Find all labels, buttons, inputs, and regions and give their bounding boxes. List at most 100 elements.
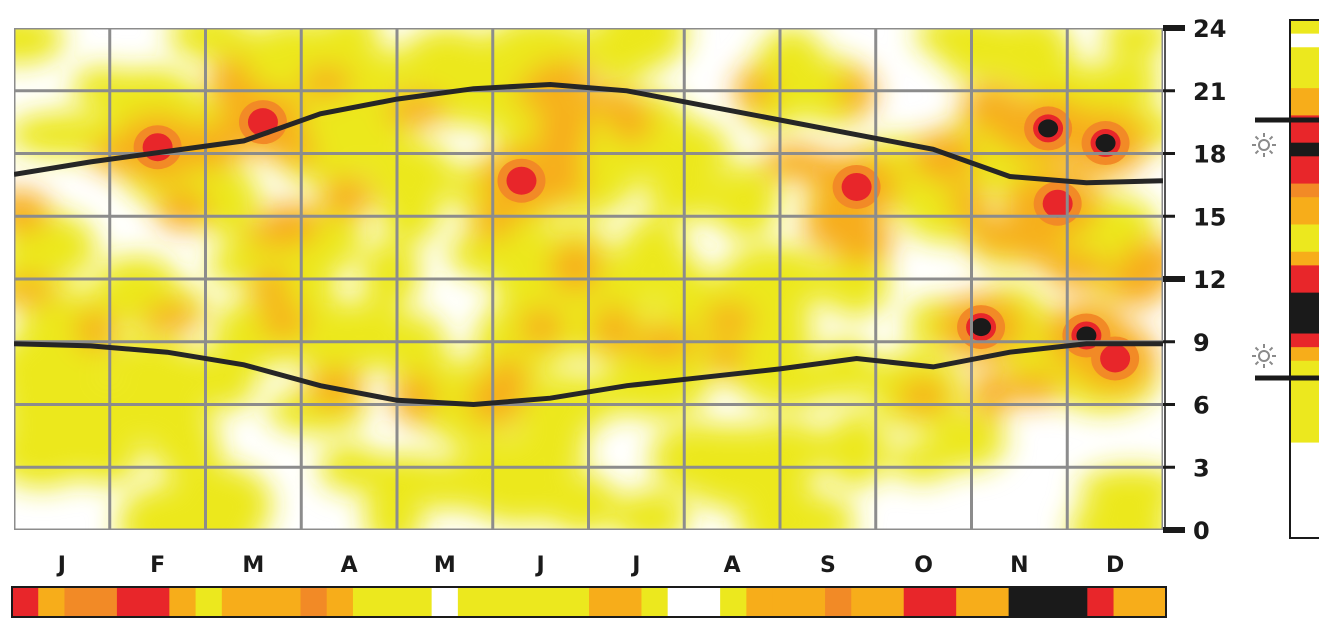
density-blob — [474, 43, 541, 92]
strip-cell — [431, 587, 459, 617]
month-label: J — [535, 553, 545, 578]
side-strip-cell — [1290, 428, 1319, 444]
density-blob — [550, 241, 602, 293]
density-layer — [14, 28, 1163, 530]
strip-cell — [12, 587, 39, 617]
side-strip-cell — [1290, 197, 1319, 212]
strip-cell — [667, 587, 695, 617]
density-blob — [824, 411, 889, 488]
density-blob — [736, 353, 841, 409]
side-strip-cell — [1290, 347, 1319, 362]
month-label: F — [150, 553, 165, 578]
sunrise-icon — [1252, 344, 1276, 368]
y-tick-label: 24 — [1193, 15, 1226, 43]
sun-ray — [1254, 135, 1260, 141]
strip-cell — [1113, 587, 1141, 617]
month-label: A — [341, 553, 358, 578]
density-blob — [259, 304, 308, 340]
density-blob — [450, 438, 541, 507]
side-strip-cell — [1290, 401, 1319, 416]
density-blob — [391, 374, 437, 423]
sunset-icon — [1252, 133, 1276, 157]
strip-cell — [1139, 587, 1167, 617]
strip-frame — [11, 586, 1167, 618]
side-strip-cell — [1290, 169, 1319, 185]
hotspot-core — [142, 133, 173, 162]
side-strip-cell — [1290, 88, 1319, 103]
side-strip-cell — [1290, 101, 1319, 117]
density-blob — [14, 329, 88, 385]
month-label: M — [434, 553, 456, 578]
strip-cell — [143, 587, 170, 617]
density-blob — [712, 163, 780, 239]
density-blob — [838, 68, 876, 117]
side-strip-cell — [1290, 210, 1319, 226]
density-blob — [386, 92, 447, 128]
hotspot-peak — [971, 318, 992, 337]
hourly-color-strip — [1252, 19, 1319, 539]
sun-ray — [1268, 346, 1274, 352]
density-blob — [704, 303, 755, 336]
strip-cell — [562, 587, 590, 617]
strip-cell — [720, 587, 747, 617]
density-blob — [939, 28, 1020, 83]
strip-cell — [1034, 587, 1062, 617]
density-blob — [1012, 233, 1060, 264]
strip-cell — [798, 587, 826, 617]
side-strip-frame — [1289, 19, 1319, 539]
hotspot-peak — [1076, 326, 1097, 345]
sun-ray — [1268, 360, 1274, 366]
strip-cell — [169, 587, 197, 617]
density-blob — [898, 378, 950, 414]
strip-cell — [956, 587, 984, 617]
side-strip-cell — [1290, 156, 1319, 171]
plot-area — [14, 28, 1163, 530]
month-label: M — [242, 553, 264, 578]
sun-ray — [1254, 346, 1260, 352]
density-blob — [320, 177, 374, 218]
density-blob — [301, 66, 352, 100]
density-blob — [155, 189, 210, 231]
density-blob — [599, 243, 702, 299]
sun-ray — [1268, 149, 1274, 155]
side-strip-cell — [1290, 279, 1319, 294]
density-blob — [950, 182, 988, 225]
y-tick-label: 18 — [1193, 141, 1226, 169]
strip-cell — [615, 587, 643, 617]
sun-disc — [1258, 350, 1270, 362]
y-tick-label: 3 — [1193, 454, 1210, 482]
side-strip-cell — [1290, 238, 1319, 253]
density-blob — [305, 300, 416, 372]
side-strip-cell — [1290, 333, 1319, 348]
density-blob — [519, 308, 563, 347]
y-tick-label: 6 — [1193, 392, 1210, 420]
sun-ray — [1268, 135, 1274, 141]
density-blob — [14, 28, 65, 65]
density-blob — [535, 104, 591, 156]
y-tick-label: 21 — [1193, 78, 1226, 106]
density-blob — [593, 305, 633, 355]
density-blob — [168, 28, 252, 61]
density-blob — [820, 249, 891, 317]
strip-cell — [589, 587, 616, 617]
month-label: N — [1010, 553, 1028, 578]
hotspot-core — [841, 172, 872, 201]
hotspot-core — [506, 166, 537, 195]
density-blob — [1003, 372, 1061, 406]
side-strip-cell — [1290, 497, 1319, 512]
y-tick-label: 15 — [1193, 203, 1226, 231]
hotspot-core — [1100, 344, 1131, 373]
strip-cell — [90, 587, 118, 617]
side-strip-cell — [1290, 483, 1319, 498]
density-blob — [1080, 196, 1157, 252]
sun-disc — [1258, 139, 1270, 151]
density-blob — [1100, 28, 1163, 58]
side-strip-cell — [1290, 74, 1319, 89]
density-blob — [590, 28, 652, 85]
strip-cell — [1087, 587, 1115, 617]
strip-cell — [851, 587, 879, 617]
side-strip-cell — [1290, 415, 1319, 430]
strip-cell — [326, 587, 354, 617]
